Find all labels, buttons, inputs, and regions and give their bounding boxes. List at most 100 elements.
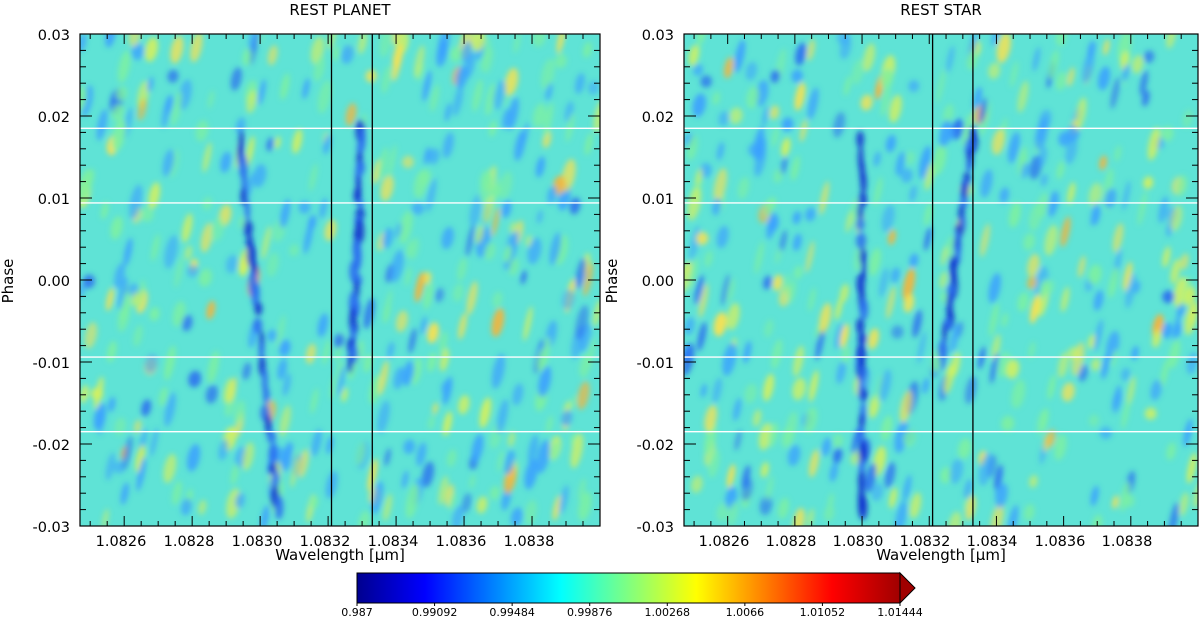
heatmap-cell xyxy=(105,34,116,48)
heatmap-cell xyxy=(799,119,808,143)
heatmap-cell xyxy=(763,373,775,402)
heatmap-cell xyxy=(1008,131,1020,164)
heatmap-cell xyxy=(691,475,703,494)
heatmap-cell xyxy=(694,274,704,305)
heatmap-cell xyxy=(584,133,593,156)
heatmap-cell xyxy=(963,478,973,500)
heatmap-cell xyxy=(80,385,89,404)
heatmap-cell xyxy=(405,483,419,519)
heatmap-cell xyxy=(536,347,548,372)
heatmap-cell xyxy=(965,375,977,405)
heatmap-cell xyxy=(712,377,723,404)
heatmap-cell xyxy=(695,231,709,245)
heatmap-cell xyxy=(1008,201,1021,228)
absorption-feature xyxy=(268,443,278,465)
heatmap-cell xyxy=(988,62,1001,80)
heatmap-cell xyxy=(1125,273,1137,309)
heatmap-cell xyxy=(1032,47,1041,72)
heatmap-cell xyxy=(737,176,750,200)
heatmap-cell xyxy=(290,456,299,488)
colorbar-label: 0.99092 xyxy=(412,606,458,619)
heatmap-cell xyxy=(863,43,876,72)
heatmap-cell xyxy=(383,493,393,522)
heatmap-cell xyxy=(1067,67,1075,87)
heatmap-cell xyxy=(708,449,720,478)
y-tick-label: -0.01 xyxy=(32,356,70,372)
heatmap-cell xyxy=(575,257,586,290)
heatmap-cell xyxy=(1183,286,1196,306)
absorption-feature xyxy=(856,232,867,250)
absorption-feature xyxy=(264,414,272,435)
heatmap-cell xyxy=(832,433,844,449)
heatmap-cell xyxy=(242,362,252,380)
colorbar-extend-arrow xyxy=(899,571,916,605)
heatmap-cell xyxy=(850,451,861,466)
heatmap-cell xyxy=(980,169,993,198)
heatmap-cell xyxy=(551,440,559,460)
heatmap-cell xyxy=(794,82,806,111)
heatmap-cell xyxy=(704,422,717,456)
heatmap-cell xyxy=(778,497,790,519)
heatmap-cell xyxy=(1018,146,1028,165)
heatmap-cell xyxy=(432,402,439,415)
heatmap-cell xyxy=(310,388,319,414)
heatmap-cell xyxy=(472,79,483,112)
heatmap-cell xyxy=(274,136,281,149)
heatmap-cell xyxy=(787,444,801,467)
heatmap-cell xyxy=(416,442,427,467)
heatmap-cell xyxy=(206,300,216,320)
heatmap-cell xyxy=(994,464,1003,490)
heatmap-cell xyxy=(696,34,706,43)
heatmap-cell xyxy=(86,168,95,188)
heatmap-cell xyxy=(815,326,825,361)
heatmap-cell xyxy=(773,169,783,183)
heatmap-cell xyxy=(754,241,764,274)
heatmap-cell xyxy=(181,498,192,516)
heatmap-cell xyxy=(902,268,916,302)
heatmap-cell xyxy=(378,360,389,396)
heatmap-cell xyxy=(716,225,729,249)
absorption-feature xyxy=(856,130,865,148)
heatmap-cell xyxy=(225,254,238,274)
heatmap-cell xyxy=(298,449,309,478)
heatmap-cell xyxy=(546,415,553,434)
heatmap-cell xyxy=(386,341,395,359)
heatmap-cell xyxy=(756,137,767,161)
heatmap-cell xyxy=(821,437,832,457)
heatmap-cell xyxy=(390,249,404,283)
heatmap-cell xyxy=(768,422,778,448)
heatmap-cell xyxy=(133,419,142,434)
heatmap-cell xyxy=(1143,50,1155,63)
heatmap-cell xyxy=(787,280,797,304)
heatmap-cell xyxy=(832,447,843,464)
heatmap-cell xyxy=(1039,109,1052,129)
heatmap-cell xyxy=(1077,255,1086,278)
heatmap-cell xyxy=(891,325,904,339)
heatmap-cell xyxy=(727,501,739,526)
heatmap-cell xyxy=(509,221,517,235)
heatmap-cell xyxy=(252,164,267,188)
heatmap-cell xyxy=(186,443,201,472)
heatmap-cell xyxy=(190,34,203,63)
heatmap-cell xyxy=(1055,71,1067,91)
heatmap-cell xyxy=(411,357,422,385)
heatmap-cell xyxy=(924,226,932,251)
absorption-feature xyxy=(274,494,284,520)
heatmap-cell xyxy=(117,276,128,310)
heatmap-cell xyxy=(792,507,805,526)
heatmap-cell xyxy=(438,475,449,505)
x-tick-label: 1.0828 xyxy=(766,534,817,550)
heatmap-cell xyxy=(507,97,519,131)
absorption-feature xyxy=(266,430,276,444)
heatmap-cell xyxy=(113,461,126,474)
heatmap-cell xyxy=(1091,358,1101,371)
heatmap-cell xyxy=(402,360,415,386)
heatmap-cell xyxy=(510,507,523,526)
heatmap-cell xyxy=(136,456,146,492)
heatmap-cell xyxy=(513,34,521,54)
heatmap-cell xyxy=(860,94,873,111)
absorption-feature xyxy=(966,159,972,174)
heatmap-cell xyxy=(879,267,889,298)
heatmap-cell xyxy=(772,274,783,291)
heatmap-cell xyxy=(302,78,310,100)
